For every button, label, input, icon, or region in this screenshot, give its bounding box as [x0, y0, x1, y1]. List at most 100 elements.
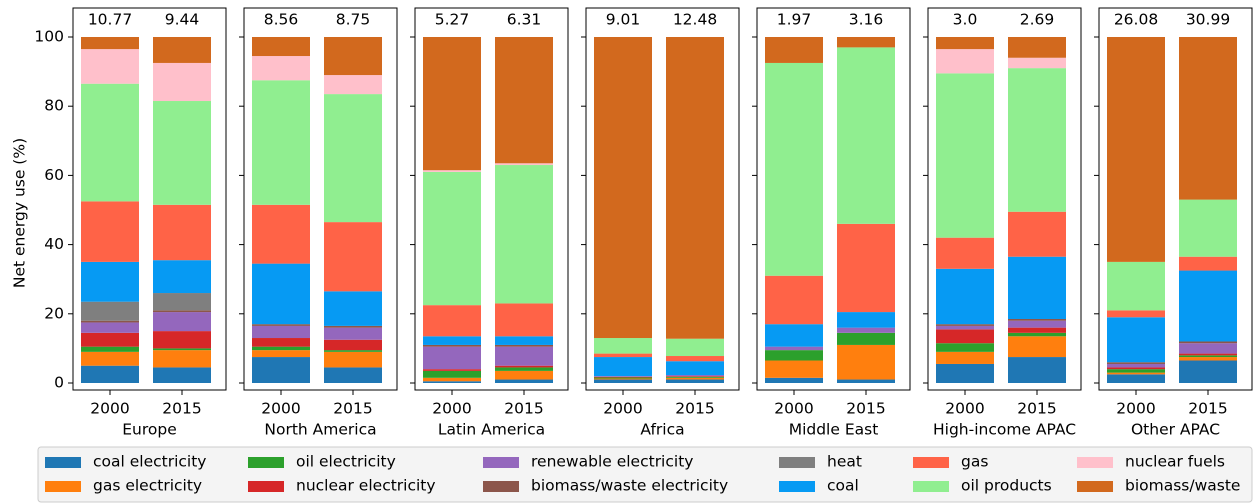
x-tick-label: 2015 — [504, 400, 543, 418]
bar-segment — [81, 346, 139, 352]
bar-total-label: 1.97 — [777, 11, 812, 29]
bar-segment — [594, 37, 652, 339]
bar-segment — [666, 361, 724, 376]
bar-segment — [837, 332, 895, 345]
bar-segment — [252, 80, 310, 205]
bar-segment — [1008, 211, 1066, 257]
bar-segment — [423, 381, 481, 383]
bar-segment — [495, 37, 553, 164]
bar-segment — [936, 49, 994, 74]
panel-frame — [756, 7, 911, 391]
bar-total-label: 3.0 — [953, 11, 978, 29]
x-axis-label: High-income APAC — [933, 421, 1076, 439]
bar-segment — [324, 350, 382, 352]
bar-segment — [153, 293, 211, 311]
legend-label: renewable electricity — [531, 453, 693, 471]
y-tick-label: 80 — [44, 97, 64, 115]
bar-segment — [252, 37, 310, 57]
bar-segment — [837, 223, 895, 313]
legend-label: oil electricity — [296, 453, 396, 471]
legend-label: nuclear electricity — [296, 477, 436, 495]
bar-segment — [495, 303, 553, 337]
bar-segment — [423, 344, 481, 347]
bar-segment — [423, 336, 481, 345]
x-tick-label: 2015 — [846, 400, 885, 418]
bar-segment — [495, 365, 553, 368]
bar-segment — [495, 370, 553, 380]
bar-segment — [1179, 360, 1237, 383]
bar-segment — [594, 357, 652, 377]
bar-segment — [252, 263, 310, 325]
bar-segment — [765, 324, 823, 347]
bar-segment — [153, 367, 211, 383]
bar-segment — [936, 237, 994, 269]
legend-swatch — [483, 481, 519, 492]
legend-label: gas electricity — [93, 477, 202, 495]
bar-segment — [153, 101, 211, 205]
bar-segment — [765, 37, 823, 63]
legend-label: biomass/waste electricity — [531, 477, 728, 495]
bar-segment — [1179, 353, 1237, 356]
bar-segment — [324, 367, 382, 383]
panel-frame — [585, 7, 740, 391]
bar-segment — [936, 329, 994, 344]
panel-frame — [414, 7, 569, 391]
x-tick-label: 2000 — [432, 400, 471, 418]
bar-segment — [765, 350, 823, 361]
x-axis-label: Latin America — [438, 421, 545, 439]
bar-segment — [1179, 355, 1237, 358]
bar-segment — [666, 37, 724, 339]
x-tick-label: 2015 — [675, 400, 714, 418]
legend-swatch — [483, 457, 519, 468]
bar-segment — [1107, 374, 1165, 383]
bar-segment — [1008, 256, 1066, 319]
bar-segment — [666, 376, 724, 377]
bar-segment — [1008, 332, 1066, 337]
bar-segment — [81, 351, 139, 366]
panel-frame — [72, 7, 227, 391]
legend-swatch — [1077, 457, 1113, 468]
bar-segment — [153, 310, 211, 313]
bar-segment — [153, 348, 211, 351]
x-tick-label: 2000 — [774, 400, 813, 418]
bar-segment — [936, 363, 994, 383]
bar-segment — [1179, 341, 1237, 344]
bar-segment — [81, 365, 139, 383]
bar-segment — [324, 94, 382, 223]
bar-segment — [1107, 261, 1165, 311]
bar-segment — [837, 37, 895, 48]
x-axis-label: Africa — [640, 421, 684, 439]
bar-segment — [81, 332, 139, 347]
bar-segment — [936, 343, 994, 352]
bar-segment — [81, 320, 139, 323]
bar-segment — [936, 324, 994, 326]
y-tick-label: 60 — [44, 166, 64, 184]
bar-segment — [423, 369, 481, 371]
panel-frame — [1098, 7, 1253, 391]
bar-total-label: 5.27 — [435, 11, 470, 29]
x-tick-label: 2000 — [945, 400, 984, 418]
bar-segment — [423, 171, 481, 306]
bar-segment — [837, 379, 895, 383]
bar-segment — [936, 37, 994, 50]
bar-segment — [324, 339, 382, 351]
bar-segment — [153, 62, 211, 102]
bar-segment — [837, 344, 895, 380]
bar-segment — [324, 351, 382, 368]
bar-segment — [594, 376, 652, 377]
x-tick-label: 2015 — [1017, 400, 1056, 418]
bar-segment — [594, 338, 652, 354]
bar-segment — [765, 62, 823, 276]
bar-segment — [81, 49, 139, 84]
panel-frame — [243, 7, 398, 391]
bar-total-label: 3.16 — [849, 11, 884, 29]
bar-segment — [495, 336, 553, 345]
bar-segment — [1179, 37, 1237, 200]
bar-segment — [1179, 270, 1237, 342]
x-tick-label: 2015 — [162, 400, 201, 418]
bar-total-label: 26.08 — [1114, 11, 1158, 29]
bar-segment — [495, 163, 553, 166]
bar-segment — [1179, 199, 1237, 257]
bar-segment — [1107, 363, 1165, 368]
bar-segment — [765, 346, 823, 351]
